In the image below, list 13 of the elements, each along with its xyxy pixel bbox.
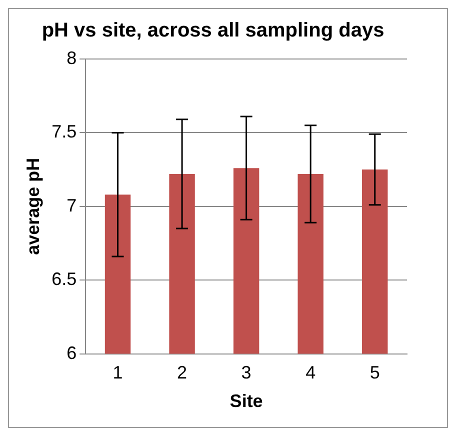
chart-title: pH vs site, across all sampling days [42,20,384,42]
y-tick-label: 7.5 [52,122,77,142]
x-tick-label: 2 [177,362,188,383]
x-tick-label: 5 [370,362,380,383]
y-axis-title: average pH [22,158,43,255]
x-axis-title: Site [230,391,263,412]
y-tick-label: 8 [66,48,77,68]
y-tick-label: 6.5 [52,269,77,290]
x-tick-label: 1 [112,362,123,383]
y-tick-label: 7 [66,195,77,216]
x-tick-label: 3 [241,362,252,383]
x-tick-label: 4 [306,362,316,383]
y-tick-label: 6 [66,342,77,363]
